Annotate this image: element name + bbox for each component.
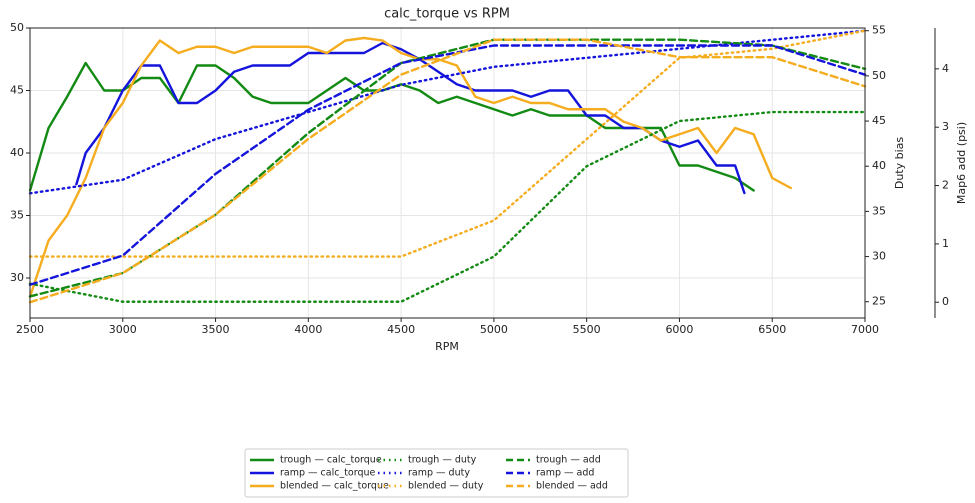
x-tick-label: 4500: [387, 323, 415, 336]
legend-box: [244, 448, 629, 498]
line-series: [28, 38, 867, 298]
y3-tick-label: 0: [942, 295, 949, 308]
x-tick-label: 6000: [665, 323, 693, 336]
legend-label: ramp — duty: [408, 468, 470, 479]
y2-tick-label: 25: [872, 295, 886, 308]
y3-tick-label: 2: [942, 179, 949, 192]
y-tick-label: 40: [10, 146, 24, 159]
x-tick-label: 3500: [202, 323, 230, 336]
legend-label: ramp — add: [536, 468, 594, 479]
line-series: [28, 44, 867, 286]
x-tick-label: 6500: [758, 323, 786, 336]
legend-label: trough — calc_torque: [280, 455, 382, 466]
y3-tick-label: 3: [942, 120, 949, 133]
line-series: [28, 38, 867, 304]
x-tick-label: 5000: [480, 323, 508, 336]
y-tick-label: 35: [10, 209, 24, 222]
x-axis-label: RPM: [435, 340, 459, 353]
y2-tick-label: 50: [872, 69, 886, 82]
x-tick-label: 5500: [573, 323, 601, 336]
legend-label: ramp — calc_torque: [280, 468, 376, 479]
line-series: [28, 110, 867, 303]
y3-tick-label: 1: [942, 237, 949, 250]
y-tick-label: 50: [10, 21, 24, 34]
legend-label: blended — calc_torque: [280, 481, 389, 492]
y-tick-label: 30: [10, 271, 24, 284]
x-tick-label: 2500: [16, 323, 44, 336]
y2-tick-label: 35: [872, 204, 886, 217]
line-series: [28, 29, 867, 258]
legend-label: blended — add: [536, 481, 608, 492]
y2-tick-label: 55: [872, 24, 886, 37]
chart-title: calc_torque vs RPM: [384, 7, 510, 22]
y3-tick-label: 4: [942, 62, 949, 75]
x-tick-label: 3000: [109, 323, 137, 336]
line-series: [75, 41, 746, 195]
y2-tick-label: 45: [872, 114, 886, 127]
y2-tick-label: 40: [872, 159, 886, 172]
y-tick-label: 45: [10, 84, 24, 97]
y2-axis-label: Duty bias: [893, 137, 906, 190]
legend-label: trough — duty: [408, 455, 477, 466]
plot-frame: [29, 27, 866, 319]
y2-tick-label: 30: [872, 250, 886, 263]
line-series: [28, 61, 755, 192]
x-tick-label: 7000: [851, 323, 879, 336]
y3-axis-label: Map6 add (psi): [955, 122, 968, 204]
legend-label: trough — add: [536, 455, 601, 466]
line-series: [28, 29, 867, 195]
x-tick-label: 4000: [294, 323, 322, 336]
legend-label: blended — duty: [408, 481, 484, 492]
line-series: [28, 36, 792, 298]
